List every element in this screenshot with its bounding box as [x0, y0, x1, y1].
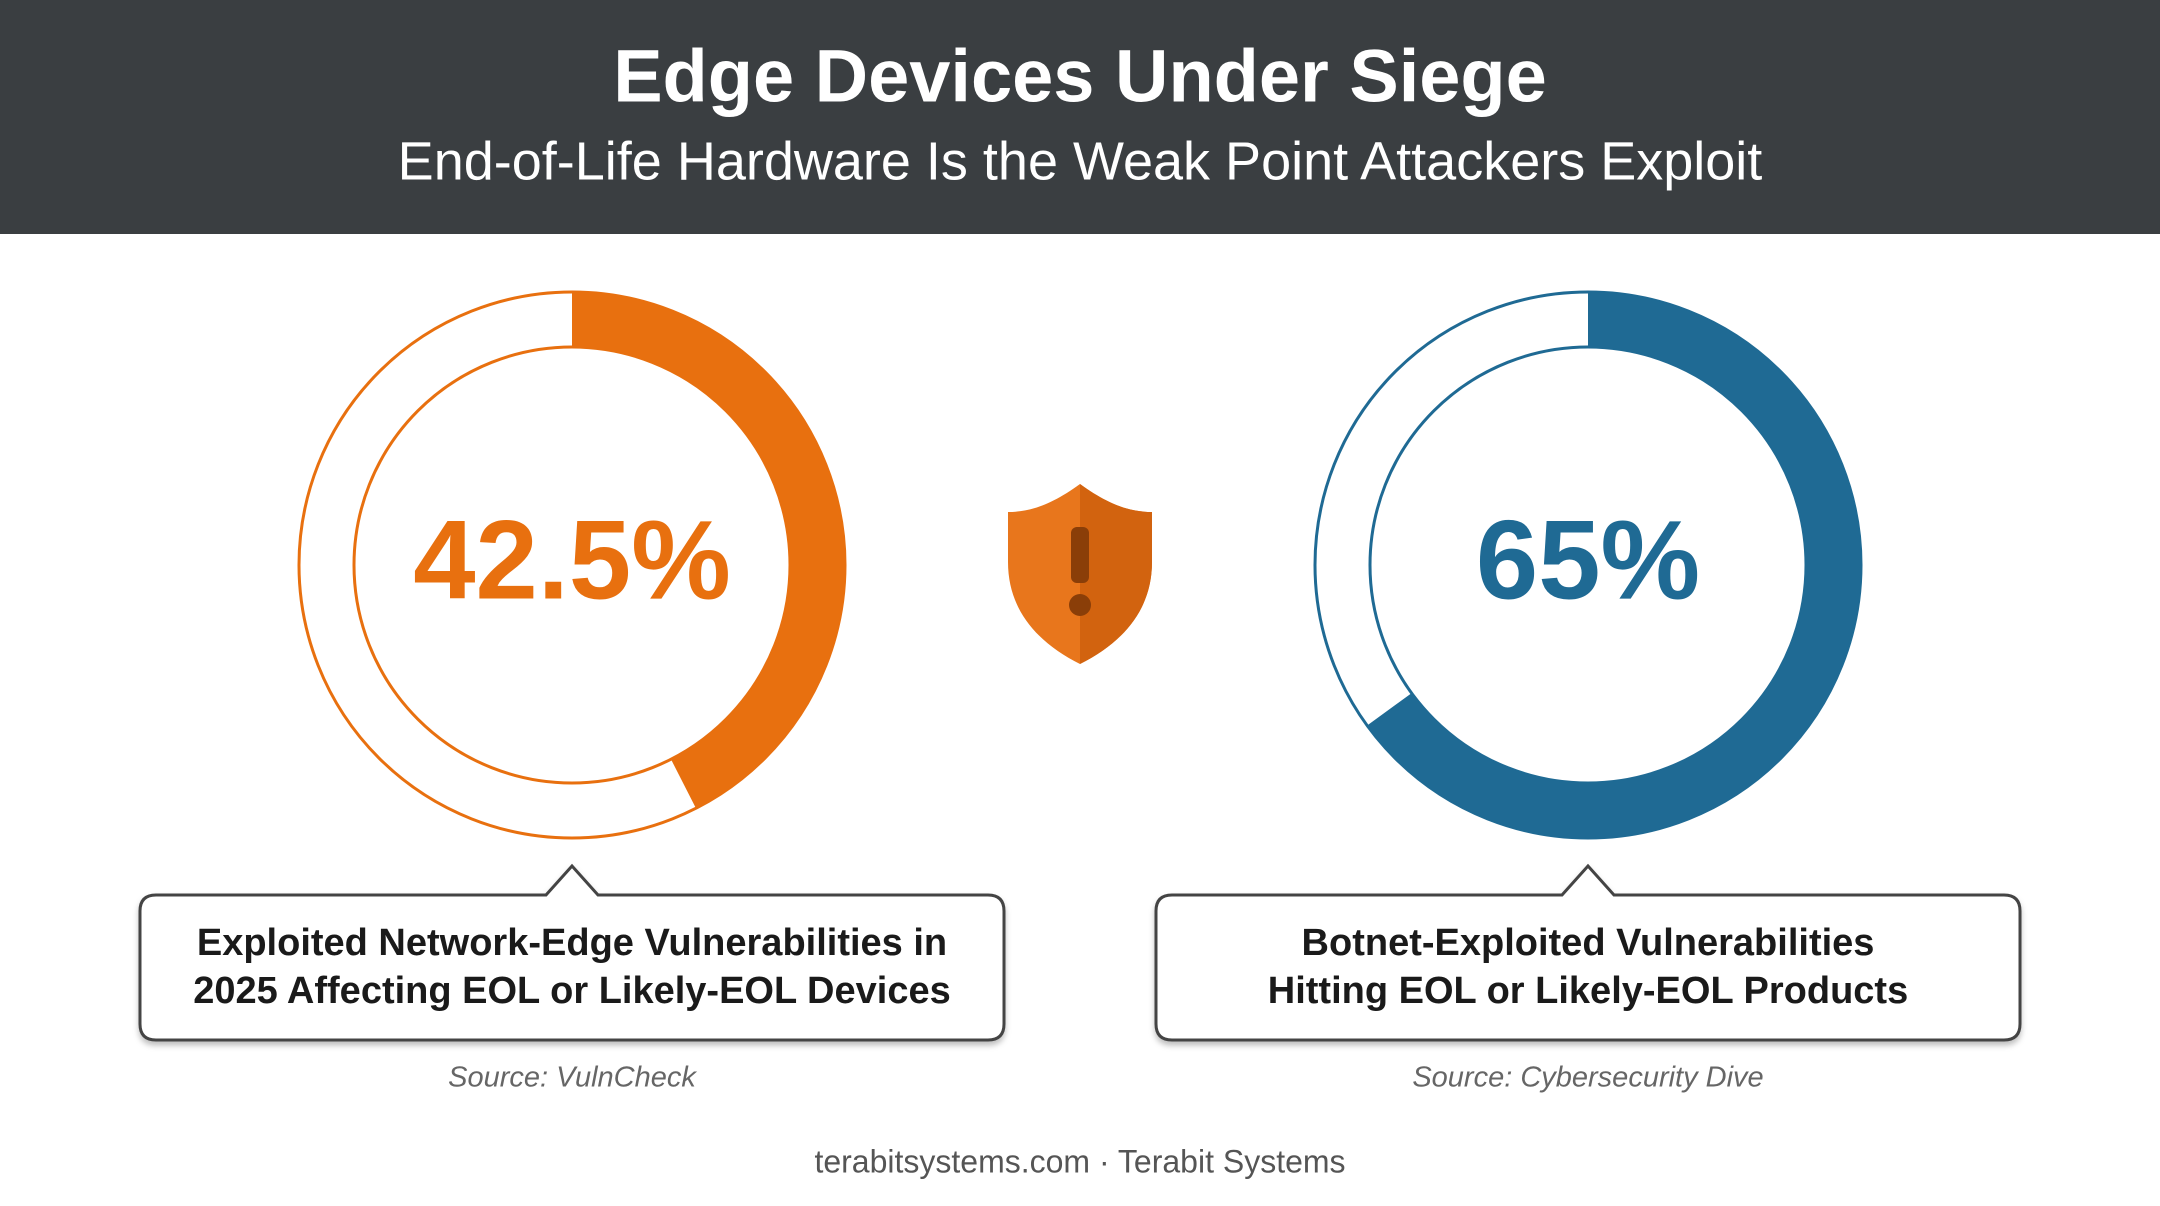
- value-label: 42.5%: [413, 498, 731, 623]
- callout-label: Hitting EOL or Likely-EOL Products: [1268, 970, 1908, 1012]
- callout-box: [1154, 863, 2022, 1042]
- callout-label: Exploited Network-Edge Vulnerabilities i…: [197, 922, 947, 964]
- callout-label: 2025 Affecting EOL or Likely-EOL Devices: [193, 970, 950, 1012]
- value-label: 65%: [1476, 498, 1700, 623]
- donut-arc: [572, 292, 845, 809]
- source-note: Source: VulnCheck: [448, 1062, 697, 1094]
- header-band: [0, 0, 2160, 234]
- warning-shield: [1008, 484, 1152, 664]
- title: Edge Devices Under Siege: [613, 35, 1547, 118]
- source-note: Source: Cybersecurity Dive: [1412, 1062, 1763, 1094]
- callout-label: Botnet-Exploited Vulnerabilities: [1302, 922, 1875, 964]
- callout-box: [138, 863, 1006, 1042]
- subtitle: End-of-Life Hardware Is the Weak Point A…: [398, 131, 1763, 191]
- footer: terabitsystems.com · Terabit Systems: [814, 1143, 1345, 1179]
